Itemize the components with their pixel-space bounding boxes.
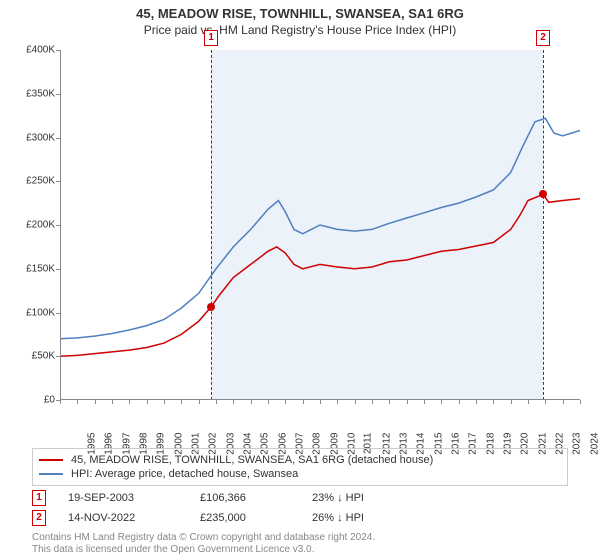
legend-item-hpi: HPI: Average price, detached house, Swan… bbox=[39, 467, 561, 481]
transaction-hpi-1: 23% ↓ HPI bbox=[312, 492, 422, 504]
x-tick-label: 2023 bbox=[572, 433, 583, 455]
transaction-row-2: 2 14-NOV-2022 £235,000 26% ↓ HPI bbox=[32, 508, 568, 528]
y-tick-label: £400K bbox=[5, 45, 55, 56]
legend-item-property: 45, MEADOW RISE, TOWNHILL, SWANSEA, SA1 … bbox=[39, 453, 561, 467]
transaction-dot-1 bbox=[207, 303, 215, 311]
footer-line-2: This data is licensed under the Open Gov… bbox=[32, 544, 568, 556]
y-axis bbox=[60, 50, 61, 400]
y-tick-label: £200K bbox=[5, 220, 55, 231]
legend-label-hpi: HPI: Average price, detached house, Swan… bbox=[71, 468, 298, 480]
chart-container: 45, MEADOW RISE, TOWNHILL, SWANSEA, SA1 … bbox=[0, 0, 600, 560]
legend-label-property: 45, MEADOW RISE, TOWNHILL, SWANSEA, SA1 … bbox=[71, 454, 433, 466]
transaction-date-1: 19-SEP-2003 bbox=[68, 492, 178, 504]
x-tick-label: 2024 bbox=[589, 433, 600, 455]
price-paid-line bbox=[60, 194, 580, 356]
chart-subtitle: Price paid vs. HM Land Registry's House … bbox=[0, 23, 600, 37]
y-tick-label: £250K bbox=[5, 176, 55, 187]
y-tick-label: £0 bbox=[5, 395, 55, 406]
transactions-table: 1 19-SEP-2003 £106,366 23% ↓ HPI 2 14-NO… bbox=[32, 488, 568, 528]
line-series-svg bbox=[60, 50, 580, 400]
marker-badge-1-icon: 1 bbox=[32, 490, 46, 506]
marker-badge-2-icon: 2 bbox=[32, 510, 46, 526]
transaction-date-2: 14-NOV-2022 bbox=[68, 512, 178, 524]
transaction-dot-2 bbox=[539, 190, 547, 198]
legend-swatch-blue bbox=[39, 473, 63, 475]
x-axis-labels: 1995199619971998199920002001200220032004… bbox=[60, 402, 580, 438]
transaction-price-2: £235,000 bbox=[200, 512, 290, 524]
footer-line-1: Contains HM Land Registry data © Crown c… bbox=[32, 532, 568, 544]
plot-area: 1 2 £0£50K£100K£150K£200K£250K£300K£350K… bbox=[60, 50, 580, 400]
marker-badge-2: 2 bbox=[536, 30, 550, 46]
transaction-price-1: £106,366 bbox=[200, 492, 290, 504]
transaction-hpi-2: 26% ↓ HPI bbox=[312, 512, 422, 524]
y-tick-label: £350K bbox=[5, 88, 55, 99]
y-tick-label: £100K bbox=[5, 307, 55, 318]
footer-attribution: Contains HM Land Registry data © Crown c… bbox=[32, 532, 568, 556]
y-tick-label: £50K bbox=[5, 351, 55, 362]
hpi-line bbox=[60, 118, 580, 338]
marker-badge-1: 1 bbox=[204, 30, 218, 46]
y-axis-labels: £0£50K£100K£150K£200K£250K£300K£350K£400… bbox=[5, 50, 55, 400]
title-block: 45, MEADOW RISE, TOWNHILL, SWANSEA, SA1 … bbox=[0, 0, 600, 37]
legend-swatch-red bbox=[39, 459, 63, 461]
y-tick-label: £300K bbox=[5, 132, 55, 143]
legend-box: 45, MEADOW RISE, TOWNHILL, SWANSEA, SA1 … bbox=[32, 448, 568, 486]
transaction-row-1: 1 19-SEP-2003 £106,366 23% ↓ HPI bbox=[32, 488, 568, 508]
chart-title-address: 45, MEADOW RISE, TOWNHILL, SWANSEA, SA1 … bbox=[0, 6, 600, 21]
y-tick-label: £150K bbox=[5, 263, 55, 274]
